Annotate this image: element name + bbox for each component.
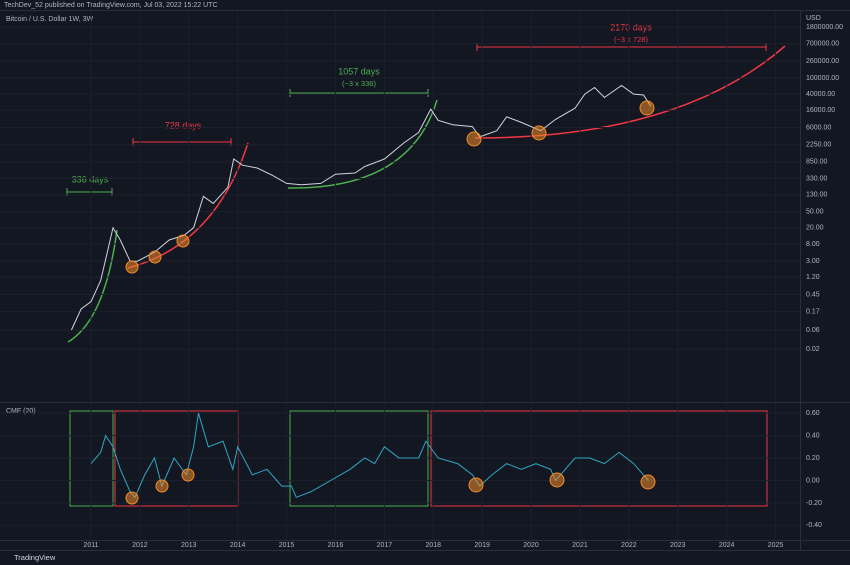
y-tick-label: 700000.00: [806, 41, 839, 48]
y-tick-label: 130.00: [806, 192, 828, 199]
y-tick-label: 0.45: [806, 291, 820, 298]
annotation: (~3 x 336): [342, 79, 376, 88]
y-tick-label: 50.00: [806, 209, 824, 216]
annotation: 336 days: [72, 174, 109, 184]
highlight-circles: [125, 100, 656, 505]
y-tick-label: 3.00: [806, 258, 820, 265]
x-tick-label: 2019: [474, 542, 490, 549]
y-tick-label: 8.00: [806, 241, 820, 248]
curve: [287, 99, 438, 189]
x-tick-label: 2012: [132, 542, 148, 549]
y-tick-label: 0.06: [806, 327, 820, 334]
y-tick-label: 6000.00: [806, 124, 831, 131]
y-tick-label: 16000.00: [806, 107, 835, 114]
cmf-title: CMF (20): [6, 408, 36, 415]
symbol: Bitcoin / U.S. Dollar 1W, 3W: [6, 16, 94, 23]
x-tick-label: 2021: [572, 542, 588, 549]
y-tick-label: 0.60: [806, 410, 820, 417]
y-tick-label: 0.40: [806, 432, 820, 439]
x-tick-label: 2016: [328, 542, 344, 549]
x-tick-label: 2024: [719, 542, 735, 549]
y-tick-label: 0.00: [806, 477, 820, 484]
annotation: 728 days: [165, 120, 202, 130]
x-tick-label: 2015: [279, 542, 295, 549]
x-tick-label: 2014: [230, 542, 246, 549]
x-tick-label: 2023: [670, 542, 686, 549]
currency: USD: [806, 15, 821, 22]
y-tick-label: 260000.00: [806, 58, 839, 65]
series-line: [70, 84, 652, 331]
y-tick-label: 850.00: [806, 159, 828, 166]
y-tick-label: 40000.00: [806, 91, 835, 98]
x-tick-label: 2017: [377, 542, 393, 549]
footer: TradingView: [14, 553, 56, 562]
range-marker: [476, 43, 767, 51]
curve: [474, 45, 786, 139]
x-tick-label: 2013: [181, 542, 197, 549]
y-tick-label: 1800000.00: [806, 24, 843, 31]
x-tick-label: 2025: [768, 542, 784, 549]
x-tick-label: 2022: [621, 542, 637, 549]
annotation: 1057 days: [338, 66, 380, 76]
y-tick-label: -0.40: [806, 522, 822, 529]
x-tick-label: 2020: [523, 542, 539, 549]
published: TechDev_52 published on TradingView.com,…: [4, 2, 218, 9]
y-tick-label: 0.02: [806, 346, 820, 353]
curve: [67, 229, 118, 343]
y-tick-label: 330.00: [806, 175, 828, 182]
y-tick-label: -0.20: [806, 500, 822, 507]
y-tick-label: 1.20: [806, 274, 820, 281]
annotation: (~3 x 728): [614, 35, 648, 44]
range-marker: [289, 89, 429, 97]
y-tick-label: 100000.00: [806, 75, 839, 82]
y-tick-label: 2250.00: [806, 142, 831, 149]
y-tick-label: 0.20: [806, 455, 820, 462]
y-tick-label: 0.17: [806, 309, 820, 316]
x-tick-label: 2011: [83, 542, 98, 549]
x-tick-label: 2018: [425, 542, 441, 549]
y-tick-label: 20.00: [806, 225, 824, 232]
